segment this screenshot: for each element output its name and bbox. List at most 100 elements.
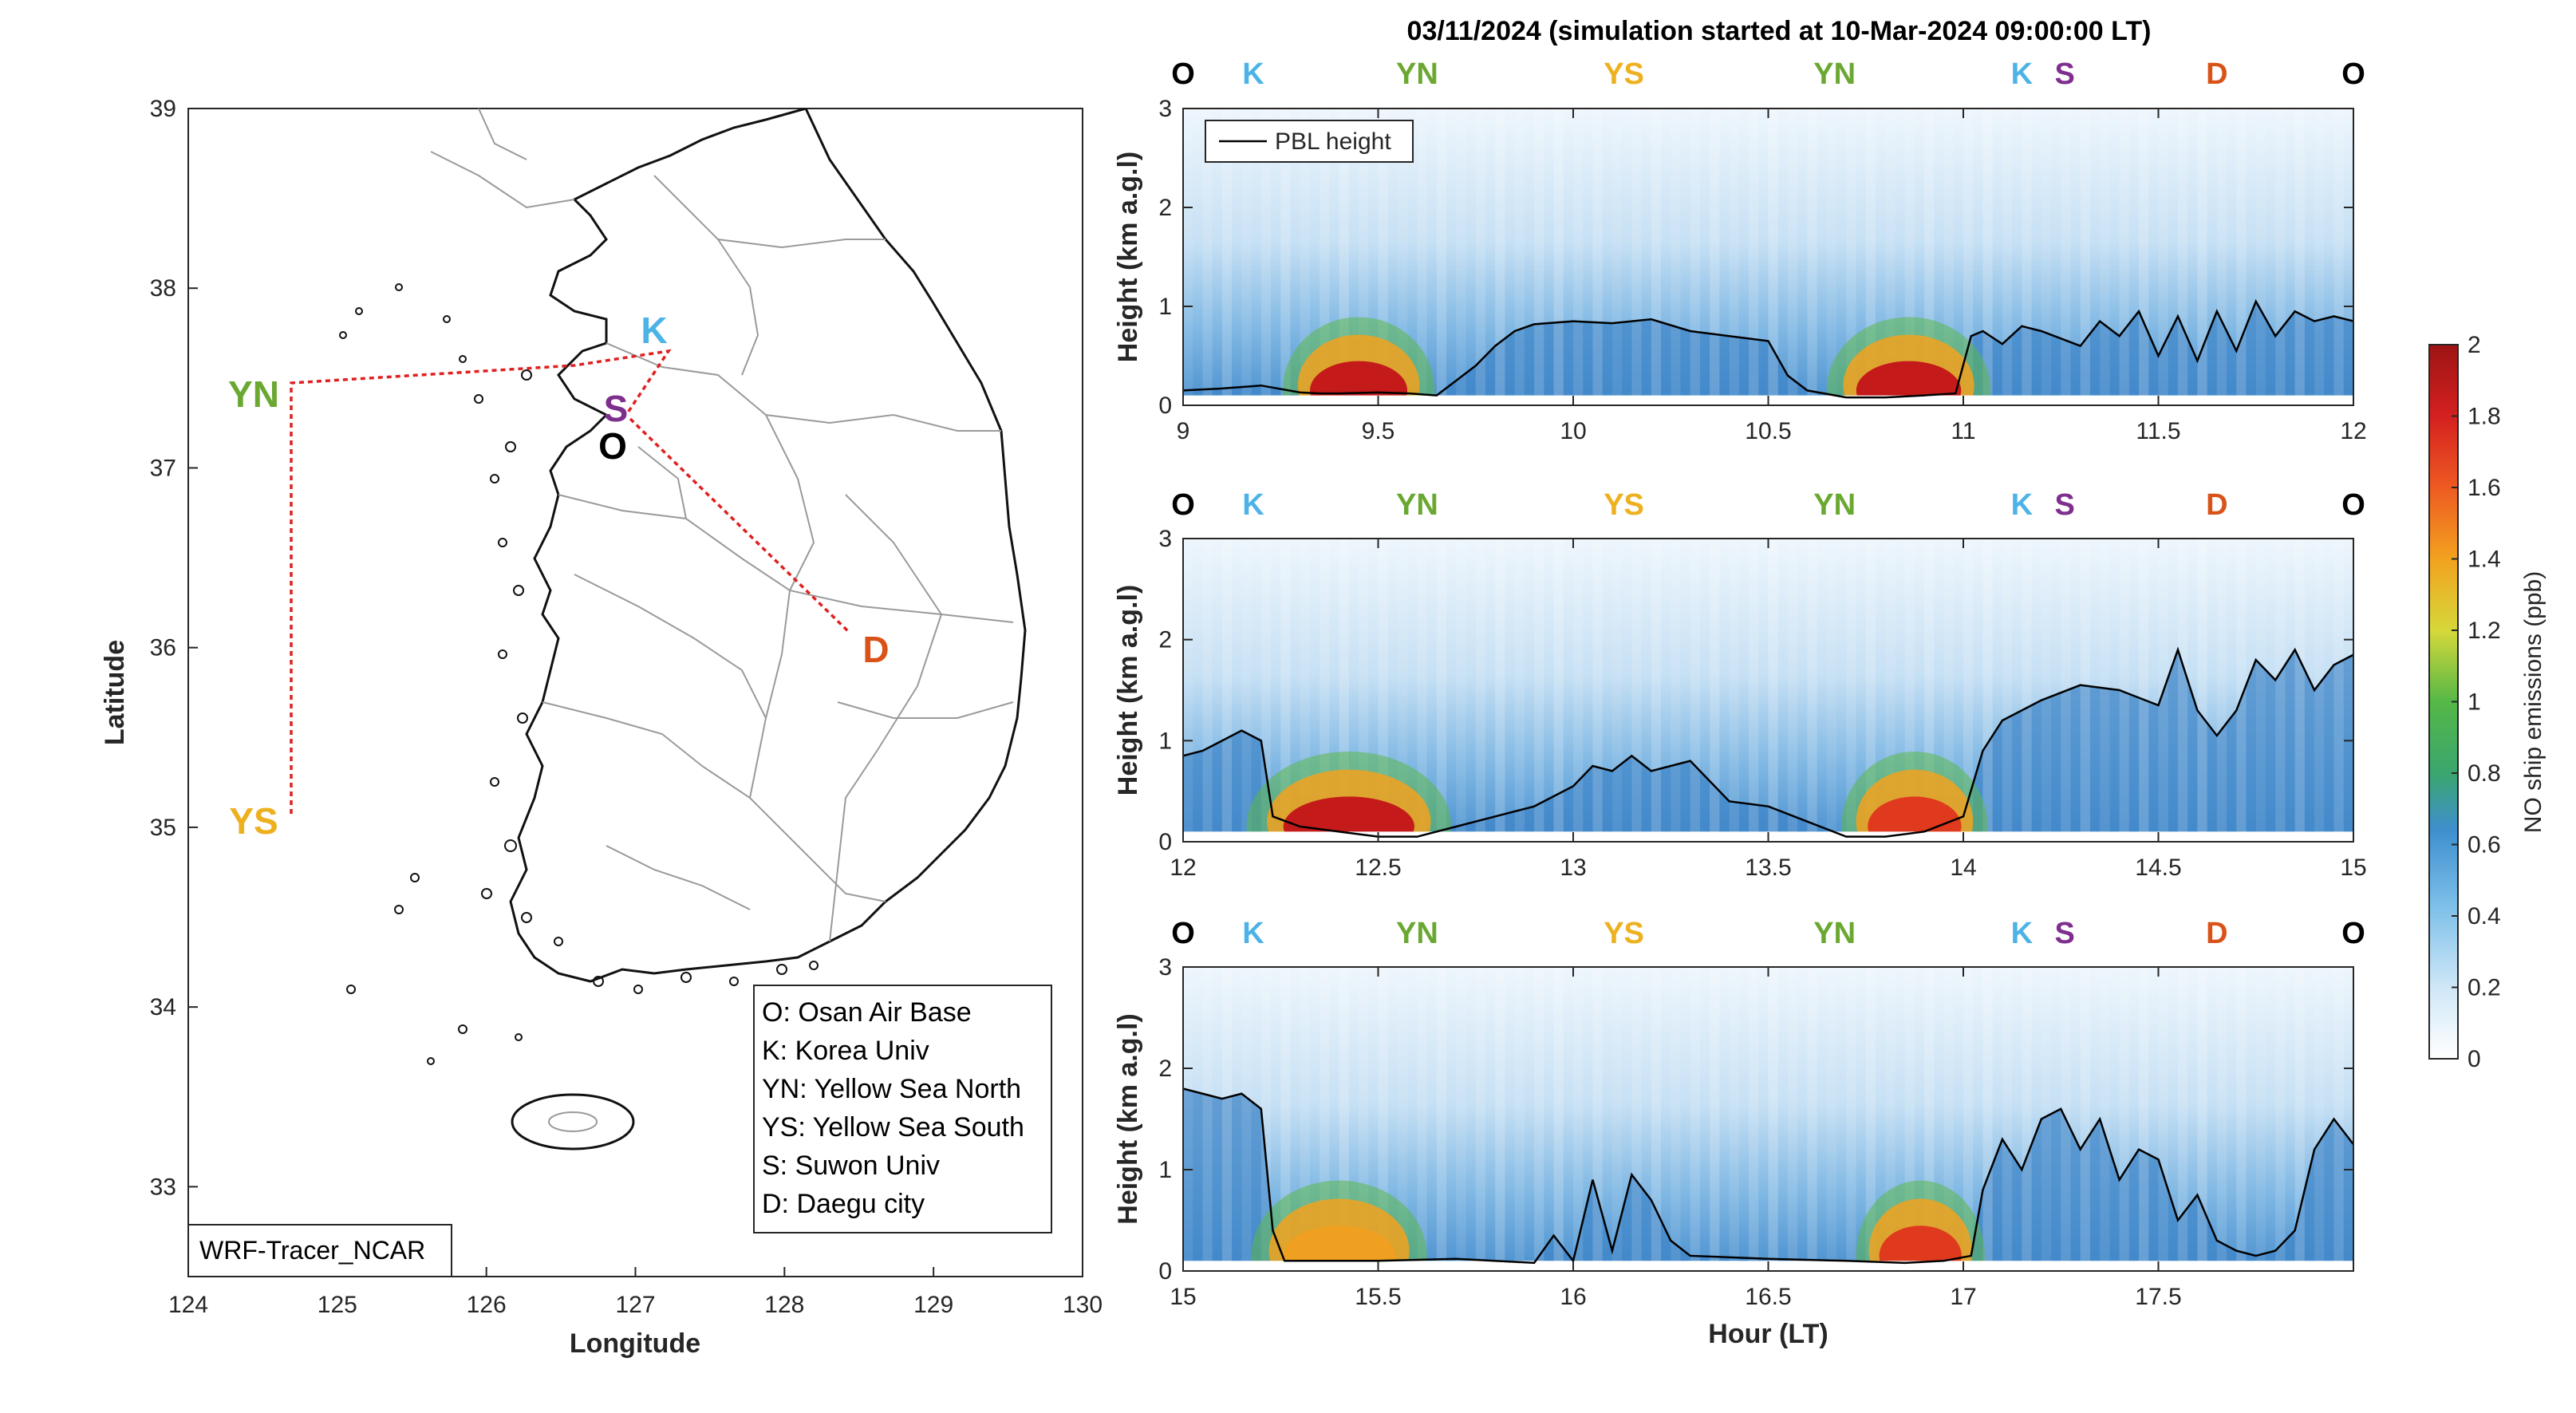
map-label-d: D xyxy=(862,629,889,670)
map-label-s: S xyxy=(604,388,629,429)
x-tick-label: 17.5 xyxy=(2135,1284,2181,1310)
panel-content xyxy=(1183,109,2353,405)
field-streak xyxy=(1456,109,1466,405)
field-streak xyxy=(2255,539,2266,842)
field-streak xyxy=(1651,539,1662,842)
field-streak xyxy=(1826,967,1837,1271)
field-streak xyxy=(2216,967,2227,1271)
field-streak xyxy=(2022,109,2032,405)
field-streak xyxy=(2041,109,2052,405)
field-streak xyxy=(1534,109,1544,405)
field-streak xyxy=(1611,109,1623,405)
field-streak xyxy=(2255,109,2266,405)
hotspot-core xyxy=(1868,796,1962,842)
field-streak xyxy=(1417,109,1427,405)
field-streak xyxy=(1573,109,1584,405)
x-tick-label: 13 xyxy=(1560,855,1586,881)
field-streak xyxy=(2080,967,2090,1271)
y-axis-label: Height (km a.g.l) xyxy=(1113,1013,1143,1224)
field-streak xyxy=(1982,967,1993,1271)
site-letter-k: K xyxy=(1242,488,1264,522)
field-streak xyxy=(2333,109,2344,405)
map-y-label: Latitude xyxy=(100,640,130,745)
field-streak xyxy=(1514,539,1525,842)
boundary-layer-fill xyxy=(1183,301,2353,398)
map-label-k: K xyxy=(641,310,667,351)
colorbar-label: NO ship emissions (ppb) xyxy=(2520,571,2546,833)
hotspot-core xyxy=(1283,796,1414,842)
site-letter-d: D xyxy=(2206,57,2227,91)
field-streak xyxy=(1221,967,1233,1271)
x-tick-label: 9.5 xyxy=(1362,418,1395,444)
x-tick-label: 10 xyxy=(1560,418,1586,444)
pbl-legend-label: PBL height xyxy=(1275,128,1391,155)
site-letter-ys: YS xyxy=(1604,57,1644,91)
field-streak xyxy=(2080,109,2090,405)
field-streak xyxy=(1417,967,1427,1271)
field-streak xyxy=(2080,539,2090,842)
colorbar: 0 0.2 0.4 0.6 0.8 1 1.2 1.4 1.6 1.8 2 NO ship emis… xyxy=(2428,332,2546,1072)
field-streak xyxy=(1202,109,1213,405)
field-streak xyxy=(1495,539,1505,842)
field-streak xyxy=(1495,109,1505,405)
field-streak xyxy=(1768,967,1778,1271)
x-tick-label: 12 xyxy=(1170,855,1196,881)
field-streak xyxy=(1475,539,1485,842)
field-streak xyxy=(1982,109,1993,405)
boundary-layer-fill xyxy=(1183,649,2353,837)
field-streak xyxy=(1749,109,1759,405)
map-x-tick-label: 127 xyxy=(615,1292,655,1318)
hotspot-core xyxy=(1283,1226,1395,1271)
site-letter-yn: YN xyxy=(1396,488,1438,522)
field-streak xyxy=(1241,539,1252,842)
model-tag: WRF-Tracer_NCAR xyxy=(187,1224,452,1277)
y-tick-label: 1 xyxy=(1158,728,1172,754)
field-streak xyxy=(1787,967,1798,1271)
pbl-line xyxy=(1183,298,2353,399)
site-letter-o: O xyxy=(1171,917,1195,950)
field-streak xyxy=(1553,539,1564,842)
pbl-line xyxy=(1183,1087,2353,1265)
x-tick-label: 12.5 xyxy=(1355,855,1401,881)
field-streak xyxy=(1475,967,1485,1271)
field-streak xyxy=(1553,109,1564,405)
field-streak xyxy=(1729,967,1739,1271)
field-streak xyxy=(1768,109,1778,405)
map-x-tick-label: 126 xyxy=(467,1292,507,1318)
jeju-island xyxy=(511,1093,635,1151)
field-streak xyxy=(1631,109,1642,405)
field-streak xyxy=(1826,539,1837,842)
site-letter-yn: YN xyxy=(1396,917,1438,950)
field-streak xyxy=(2333,967,2344,1271)
field-streak xyxy=(2314,967,2325,1271)
coastal-islands xyxy=(339,283,819,1065)
korea-map xyxy=(339,109,1027,1151)
map-x-label: Longitude xyxy=(570,1328,700,1359)
field-streak xyxy=(2041,967,2052,1271)
field-streak xyxy=(2314,539,2325,842)
map-x-tick-label: 129 xyxy=(913,1292,953,1318)
x-tick-label: 16 xyxy=(1560,1284,1586,1310)
field-streak xyxy=(2100,109,2110,405)
hotspot-core xyxy=(1310,361,1408,405)
field-streak xyxy=(2314,109,2325,405)
field-streak xyxy=(1671,967,1681,1271)
colorbar-ticks: 0 0.2 0.4 0.6 0.8 1 1.2 1.4 1.6 1.8 2 xyxy=(2452,332,2501,1072)
site-letter-yn: YN xyxy=(1813,57,1856,91)
boundary-layer-fill xyxy=(1183,1088,2353,1263)
field-streak xyxy=(1710,109,1720,405)
field-streak xyxy=(1514,967,1525,1271)
map-y-tick-label: 38 xyxy=(150,275,176,302)
field-streak xyxy=(1651,967,1662,1271)
legend-o: O: Osan Air Base xyxy=(762,997,972,1028)
field-streak xyxy=(2236,539,2247,842)
field-streak xyxy=(2002,539,2013,842)
x-tick-label: 9 xyxy=(1177,418,1190,444)
route-west xyxy=(290,349,672,814)
x-tick-label: 12 xyxy=(2340,418,2366,444)
map-y-tick-label: 34 xyxy=(150,994,176,1020)
field-streak xyxy=(2255,967,2266,1271)
field-streak xyxy=(2002,109,2013,405)
field-streak xyxy=(1768,539,1778,842)
field-streak xyxy=(1183,539,1193,842)
